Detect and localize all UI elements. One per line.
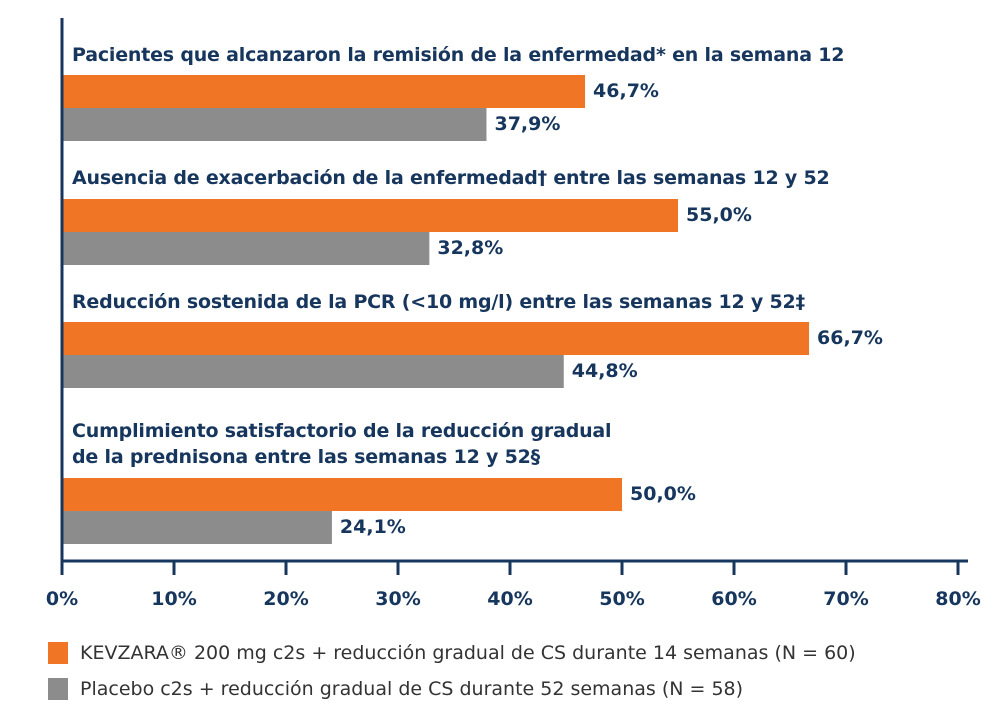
legend-swatch-placebo [48,678,68,700]
legend-label-placebo: Placebo c2s + reducción gradual de CS du… [80,678,744,700]
bar-placebo [63,355,564,388]
x-tick-label: 60% [711,588,757,610]
x-tick-label: 40% [487,588,533,610]
category-title: Pacientes que alcanzaron la remisión de … [72,42,845,68]
category-title-line: Reducción sostenida de la PCR (<10 mg/l)… [72,291,805,313]
category-title-line: Pacientes que alcanzaron la remisión de … [72,44,845,66]
category-title: Cumplimiento satisfactorio de la reducci… [72,418,612,470]
legend-swatch-kevzara [48,642,68,664]
x-tick-label: 80% [935,588,981,610]
x-axis-ticks [60,561,960,575]
bar-placebo [63,511,332,544]
bar-kevzara [63,478,622,511]
legend-label-kevzara: KEVZARA® 200 mg c2s + reducción gradual … [80,642,856,664]
x-tick-label: 70% [823,588,869,610]
bar-kevzara [63,75,586,108]
bars-group [63,75,810,544]
data-label: 37,9% [494,113,561,135]
category-title: Ausencia de exacerbación de la enfermeda… [72,165,830,191]
category-title-line: de la prednisona entre las semanas 12 y … [72,446,540,468]
data-label: 50,0% [630,483,696,505]
data-label: 66,7% [817,327,883,349]
x-tick-label: 10% [151,588,197,610]
bar-kevzara [63,199,678,232]
data-label: 46,7% [593,80,659,102]
bar-kevzara [63,322,810,355]
bar-placebo [63,108,487,141]
x-tick-label: 0% [45,588,79,610]
category-title-line: Ausencia de exacerbación de la enfermeda… [72,167,830,189]
x-tick-label: 50% [599,588,645,610]
category-title: Reducción sostenida de la PCR (<10 mg/l)… [72,289,805,315]
legend-item-placebo: Placebo c2s + reducción gradual de CS du… [48,677,743,701]
x-tick-label: 30% [375,588,421,610]
data-label: 44,8% [571,360,638,382]
data-label: 24,1% [339,516,406,538]
bar-placebo [63,232,430,265]
category-title-line: Cumplimiento satisfactorio de la reducci… [72,420,612,442]
data-label: 55,0% [686,204,752,226]
data-label: 32,8% [437,237,504,259]
legend-item-kevzara: KEVZARA® 200 mg c2s + reducción gradual … [48,641,856,665]
x-tick-label: 20% [263,588,309,610]
